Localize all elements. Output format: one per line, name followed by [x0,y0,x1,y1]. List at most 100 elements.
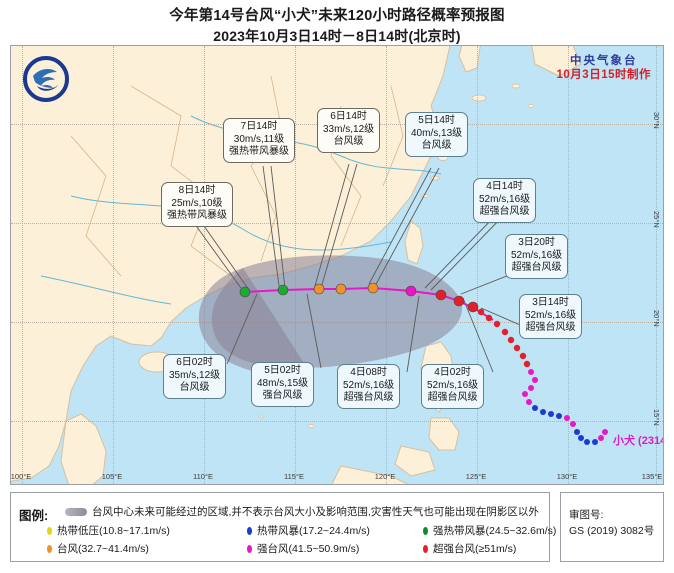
gridline-lon-135 [656,46,657,484]
legend-item-label: 热带风暴(17.2~24.4m/s) [257,525,370,537]
gridline-lon-105 [113,46,114,484]
callout-category: 台风级 [179,382,210,393]
callout-wind: 52m/s,16级 [511,249,563,261]
legend-item-super-typhoon: 超强台风(≥51m/s) [423,541,583,556]
callout-time: 3日20时 [518,237,555,248]
gridline-lon-120 [386,46,387,484]
callout-category: 台风级 [333,136,364,147]
callout-3日14时[interactable]: 3日14时 52m/s,16级 超强台风级 [519,294,583,339]
title-line-1: 今年第14号台风“小犬”未来120小时路径概率预报图 [169,8,505,24]
callout-category: 超强台风级 [479,206,530,217]
lon-label-100e: 100°E [10,472,32,481]
lat-label-25n: 25°N [652,211,661,228]
callout-category: 超强台风级 [343,392,394,403]
legend-panel: 图例: 台风中心未来可能经过的区域,并不表示台风大小及影响范围,灾害性天气也可能… [10,492,556,562]
callout-time: 4日14时 [486,181,523,192]
lon-label-110e: 110°E [193,472,213,481]
callout-5日02时[interactable]: 5日02时 48m/s,15级 强台风级 [251,362,315,407]
callout-time: 6日14时 [330,111,367,122]
callout-wind: 30m/s,11级 [233,133,285,145]
legend-item-label: 强台风(41.5~50.9m/s) [257,543,360,555]
legend-title: 图例: [19,509,49,523]
page-title: 今年第14号台风“小犬”未来120小时路径概率预报图 2023年10月3日14时… [0,6,674,46]
lon-label-105e: 105°E [101,472,123,481]
callout-time: 7日14时 [240,121,278,132]
lat-label-20n: 20°N [652,310,661,327]
callout-4日02时[interactable]: 4日02时 52m/s,16级 超强台风级 [421,364,485,409]
agency-name: 中央气象台 [570,55,638,67]
gridline-lon-115 [295,46,296,484]
callout-time: 5日14时 [418,115,455,126]
title-line-2: 2023年10月3日14时－8日14时(北京时) [213,28,461,44]
callout-3日20时[interactable]: 3日20时 52m/s,16级 超强台风级 [505,234,569,279]
callout-time: 6日02时 [176,357,213,368]
legend-item-label: 超强台风(≥51m/s) [433,543,517,555]
callout-category: 超强台风级 [525,322,576,333]
callout-wind: 48m/s,15级 [257,377,309,389]
legend-dot-icon [423,544,428,553]
callout-6日14时[interactable]: 6日14时 33m/s,12级 台风级 [317,108,381,153]
callout-wind: 52m/s,16级 [525,309,577,321]
lon-label-125e: 125°E [465,472,487,481]
callout-6日02时[interactable]: 6日02时 35m/s,12级 台风级 [163,354,227,399]
approval-label: 审图号: [569,509,604,521]
agency-stamp: 中央气象台 10月3日15时制作 [557,54,651,82]
callout-category: 台风级 [421,140,452,151]
callout-time: 3日14时 [532,297,569,308]
lat-label-30n: 30°N [652,112,661,129]
legend-dot-icon [423,526,428,535]
callout-wind: 40m/s,13级 [411,127,463,139]
callout-category: 超强台风级 [511,262,562,273]
gridline-lon-110 [204,46,205,484]
callout-4日08时[interactable]: 4日08时 52m/s,16级 超强台风级 [337,364,401,409]
callout-7日14时[interactable]: 7日14时 30m/s,11级 强热带风暴级 [223,118,295,163]
callout-time: 4日08时 [350,367,387,378]
legend-item-tropical-depression: 热带低压(10.8~17.1m/s) [47,523,247,538]
callout-category: 强台风级 [262,390,303,401]
approval-number-panel: 审图号: GS (2019) 3082号 [560,492,664,562]
callout-category: 强热带风暴级 [229,146,289,157]
storm-name-label: 小犬 (2314) [613,435,663,447]
gridline-lon-100 [22,46,23,484]
lon-label-130e: 130°E [556,472,578,481]
approval-value: GS (2019) 3082号 [569,525,655,537]
legend-cone-note: 台风中心未来可能经过的区域,并不表示台风大小及影响范围,灾害性天气也可能出现在阴… [92,506,539,518]
callout-wind: 35m/s,12级 [169,369,221,381]
callout-category: 强热带风暴级 [167,210,227,221]
legend-items: 热带低压(10.8~17.1m/s) 热带风暴(17.2~24.4m/s) 强热… [47,523,556,556]
legend-item-label: 热带低压(10.8~17.1m/s) [57,525,170,537]
legend-dot-icon [247,526,252,535]
callout-wind: 52m/s,16级 [479,193,531,205]
legend-cone-row: 台风中心未来可能经过的区域,并不表示台风大小及影响范围,灾害性天气也可能出现在阴… [65,504,539,519]
callout-5日14时[interactable]: 5日14时 40m/s,13级 台风级 [405,112,469,157]
callout-4日14时[interactable]: 4日14时 52m/s,16级 超强台风级 [473,178,537,223]
cone-swatch-icon [65,507,87,516]
agency-issued-time: 10月3日15时制作 [556,69,651,81]
legend-dot-icon [47,526,52,535]
legend-item-severe-typhoon: 强台风(41.5~50.9m/s) [247,541,423,556]
callout-time: 4日02时 [434,367,471,378]
gridline-lon-125 [477,46,478,484]
map-canvas[interactable]: 中央气象台 10月3日15时制作 8日14时 25m/s,10级 强热带风暴级 … [10,45,664,485]
callout-wind: 52m/s,16级 [343,379,395,391]
map-inner: 中央气象台 10月3日15时制作 8日14时 25m/s,10级 强热带风暴级 … [11,46,663,484]
lon-label-120e: 120°E [374,472,396,481]
callout-time: 5日02时 [264,365,301,376]
cma-dragon-logo-icon [23,56,69,102]
lat-label-15n: 15°N [652,409,661,426]
gridline-lat-25 [11,223,663,224]
callout-wind: 52m/s,16级 [427,379,479,391]
callout-8日14时[interactable]: 8日14时 25m/s,10级 强热带风暴级 [161,182,233,227]
legend-item-label: 强热带风暴(24.5~32.6m/s) [433,525,557,537]
legend-item-tropical-storm: 热带风暴(17.2~24.4m/s) [247,523,423,538]
legend-item-severe-tropical-storm: 强热带风暴(24.5~32.6m/s) [423,523,583,538]
callout-time: 8日14时 [178,185,216,196]
callout-wind: 33m/s,12级 [323,123,375,135]
lon-label-115e: 115°E [284,472,304,481]
legend-dot-icon [247,544,252,553]
legend-item-typhoon: 台风(32.7~41.4m/s) [47,541,247,556]
callout-category: 超强台风级 [427,392,478,403]
callout-wind: 25m/s,10级 [171,197,223,209]
gridline-lat-15 [11,421,663,422]
